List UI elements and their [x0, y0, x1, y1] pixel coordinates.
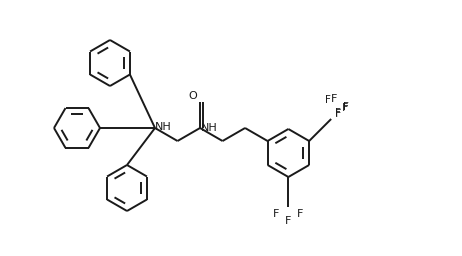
Text: F: F	[343, 102, 349, 112]
Text: F: F	[335, 109, 341, 119]
Text: F: F	[325, 95, 331, 105]
Text: F: F	[342, 103, 348, 113]
Text: F: F	[335, 108, 341, 118]
Text: F: F	[273, 209, 280, 219]
Text: F: F	[285, 216, 292, 226]
Text: F: F	[297, 209, 304, 219]
Text: F: F	[331, 94, 337, 104]
Text: NH: NH	[155, 123, 172, 133]
Text: O: O	[188, 91, 197, 101]
Text: NH: NH	[201, 123, 218, 133]
